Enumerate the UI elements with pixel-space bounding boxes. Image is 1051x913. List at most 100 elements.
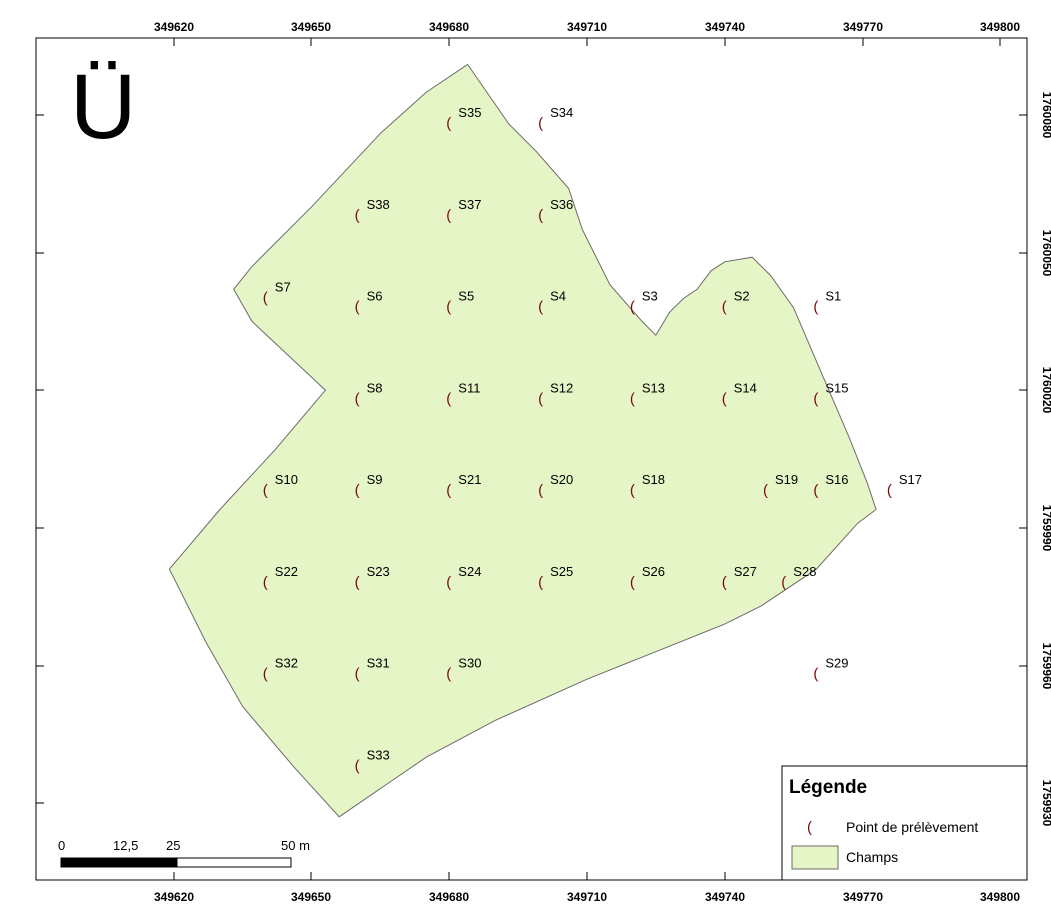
sample-point-label: S12 — [550, 380, 573, 395]
sample-point-label: S35 — [458, 105, 481, 120]
sample-point-icon: ( — [538, 574, 543, 591]
sample-point-icon: ( — [538, 115, 543, 132]
sample-point-label: S33 — [367, 747, 390, 762]
sample-point-label: S30 — [458, 656, 481, 671]
sample-point-label: S11 — [458, 380, 480, 395]
sample-point-label: S5 — [458, 289, 474, 304]
sample-point-icon: ( — [887, 482, 892, 499]
north-arrow-icon: Ü — [70, 56, 136, 158]
sample-point-label: S10 — [275, 472, 298, 487]
sample-point-icon: ( — [355, 757, 360, 774]
sample-point-icon: ( — [538, 299, 543, 316]
sample-point-icon: ( — [781, 574, 786, 591]
sample-point-icon: ( — [630, 390, 635, 407]
sample-point-icon: ( — [813, 482, 818, 499]
sample-point-icon: ( — [538, 207, 543, 224]
field-swatch — [791, 845, 839, 870]
sample-point-label: S20 — [550, 472, 573, 487]
sample-point-label: S7 — [275, 280, 291, 295]
sample-point-icon: ( — [355, 299, 360, 316]
legend-title: Légende — [789, 777, 867, 798]
scale-bar: 0 12,5 25 50 m — [58, 838, 310, 868]
easting-label: 349680 — [429, 890, 469, 904]
sample-point-icon: ( — [722, 299, 727, 316]
sample-point-icon: ( — [446, 482, 451, 499]
sample-point-icon: ( — [807, 819, 812, 836]
sample-point-icon: ( — [355, 666, 360, 683]
easting-label: 349770 — [843, 20, 883, 34]
easting-label: 349800 — [980, 20, 1020, 34]
sample-point-icon: ( — [263, 290, 268, 307]
sample-point-label: S8 — [367, 380, 383, 395]
sample-point-label: S3 — [642, 289, 658, 304]
scale-segment-light — [176, 857, 292, 868]
legend-item-label: Point de prélèvement — [846, 819, 978, 835]
northing-label: 1760050 — [1040, 230, 1051, 277]
sample-point-icon: ( — [446, 574, 451, 591]
sample-point-label: S34 — [550, 105, 573, 120]
easting-label: 349740 — [705, 890, 745, 904]
easting-label: 349710 — [567, 20, 607, 34]
sample-point-label: S18 — [642, 472, 665, 487]
sample-point-label: S21 — [458, 472, 481, 487]
sample-point-label: S25 — [550, 564, 573, 579]
bottom-easting-labels: 349620 349650 349680 349710 349740 34977… — [154, 890, 1020, 904]
sample-point-icon: ( — [630, 574, 635, 591]
sample-point-label: S17 — [899, 472, 922, 487]
sample-point-label: S31 — [367, 656, 390, 671]
sample-point-label: S16 — [825, 472, 848, 487]
sample-point-icon: ( — [263, 666, 268, 683]
sample-point-label: S24 — [458, 564, 481, 579]
sample-point-label: S19 — [775, 472, 798, 487]
easting-label: 349620 — [154, 890, 194, 904]
sample-point-label: S38 — [367, 197, 390, 212]
sample-point-icon: ( — [263, 574, 268, 591]
easting-label: 349680 — [429, 20, 469, 34]
northing-label: 1759960 — [1040, 643, 1051, 690]
sample-point-label: S32 — [275, 656, 298, 671]
sample-point-icon: ( — [813, 390, 818, 407]
sample-point-label: S29 — [825, 656, 848, 671]
easting-label: 349770 — [843, 890, 883, 904]
sample-point-icon: ( — [446, 115, 451, 132]
northing-label: 1760080 — [1040, 92, 1051, 139]
sample-point-label: S37 — [458, 197, 481, 212]
top-easting-labels: 349620 349650 349680 349710 349740 34977… — [154, 20, 1020, 34]
sample-point-label: S26 — [642, 564, 665, 579]
sample-point-icon: ( — [446, 207, 451, 224]
easting-label: 349800 — [980, 890, 1020, 904]
sample-point-label: S36 — [550, 197, 573, 212]
easting-label: 349740 — [705, 20, 745, 34]
sample-point-icon: ( — [446, 666, 451, 683]
sample-point-label: S4 — [550, 289, 566, 304]
sample-point-label: S2 — [734, 289, 750, 304]
sample-point-icon: ( — [813, 299, 818, 316]
northing-label: 1759930 — [1040, 780, 1051, 827]
sample-point-label: S13 — [642, 380, 665, 395]
sample-point-label: S15 — [825, 380, 848, 395]
easting-label: 349620 — [154, 20, 194, 34]
sample-point-icon: ( — [763, 482, 768, 499]
sample-point-icon: ( — [355, 574, 360, 591]
scale-label: 12,5 — [113, 838, 138, 853]
northing-labels: 1760080 1760050 1760020 1759990 1759960 … — [1040, 92, 1051, 827]
sample-point-icon: ( — [263, 482, 268, 499]
easting-label: 349710 — [567, 890, 607, 904]
scale-label: 25 — [166, 838, 180, 853]
scale-label: 0 — [58, 838, 65, 853]
northing-label: 1759990 — [1040, 505, 1051, 552]
northing-label: 1760020 — [1040, 367, 1051, 414]
sample-point-label: S9 — [367, 472, 383, 487]
sample-point-icon: ( — [446, 299, 451, 316]
sample-point-label: S1 — [825, 289, 841, 304]
sample-point-icon: ( — [355, 390, 360, 407]
sample-point-icon: ( — [538, 482, 543, 499]
sample-point-icon: ( — [813, 666, 818, 683]
sample-point-label: S23 — [367, 564, 390, 579]
sample-point-label: S28 — [793, 564, 816, 579]
sample-point-icon: ( — [355, 207, 360, 224]
sample-point-icon: ( — [630, 299, 635, 316]
easting-label: 349650 — [291, 20, 331, 34]
sample-point-label: S6 — [367, 289, 383, 304]
